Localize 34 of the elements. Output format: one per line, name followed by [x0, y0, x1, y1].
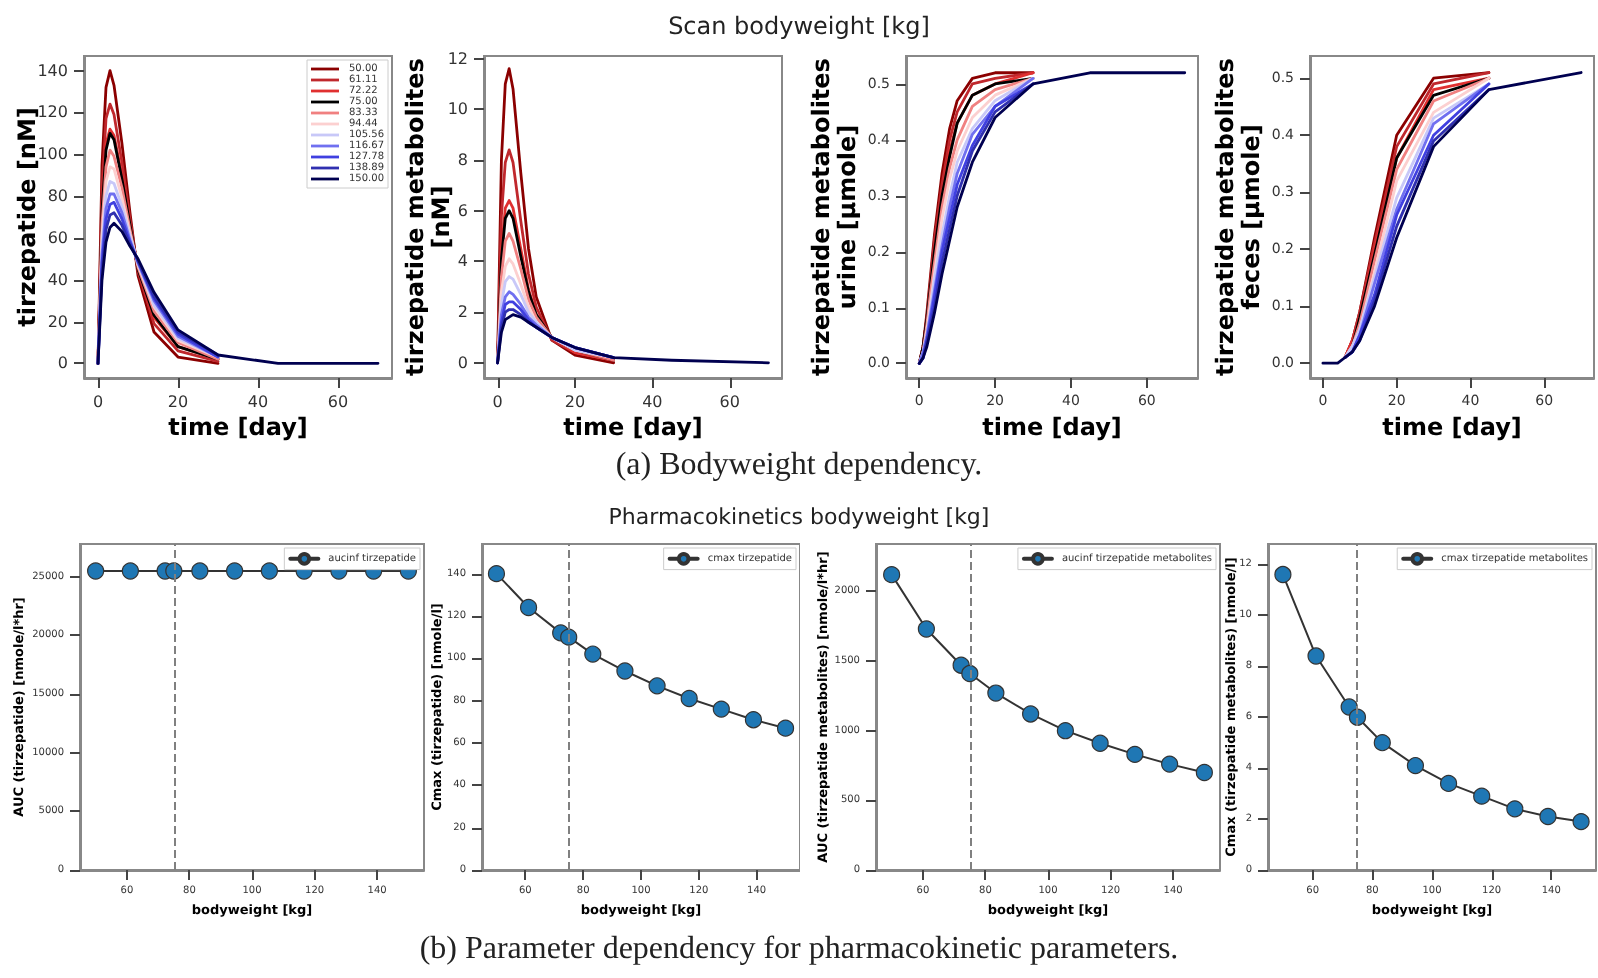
text: (b) Parameter dependency for pharmacokinetic parameters. [417, 932, 1181, 968]
y-tick-label: 8 [457, 150, 468, 169]
y-tick-label: 6 [457, 201, 468, 220]
y-tick-label: 20 [47, 312, 68, 331]
y-tick-label: 2 [457, 303, 468, 322]
y-tick-label: 10 [447, 100, 468, 119]
x-tick-label: 60 [327, 393, 349, 411]
y-tick-label: 0 [57, 354, 68, 373]
x-tick-label: 0 [92, 393, 104, 411]
text: Pharmacokinetics bodyweight [kg] [606, 504, 992, 530]
x-tick-label: 20 [564, 393, 586, 411]
x-tick-label: 0 [492, 393, 503, 411]
y-tick-label: 80 [47, 187, 68, 206]
y-axis-title: tirzepatide metabolites feces [µmole] [1211, 58, 1265, 376]
text: Scan bodyweight [kg] [666, 12, 932, 40]
x-axis-title: time [day] [982, 413, 1122, 441]
x-axis-title: time [day] [168, 413, 308, 441]
x-tick-label: 40 [247, 393, 269, 411]
x-tick-label: 60 [719, 393, 740, 411]
y-tick-label: 0 [457, 353, 468, 372]
x-axis-title: time [day] [1382, 413, 1522, 441]
text: (a) Bodyweight dependency. [613, 448, 985, 484]
y-axis-title: tirzepatide metabolites urine [µmole] [807, 58, 861, 376]
y-axis-title: tirzepatide [nM] [13, 107, 41, 327]
y-tick-label: 140 [37, 61, 68, 80]
y-tick-label: 40 [47, 270, 68, 289]
y-tick-label: 120 [37, 103, 68, 122]
y-tick-label: 100 [37, 145, 68, 164]
x-tick-label: 20 [167, 393, 189, 411]
y-tick-label: 12 [447, 49, 468, 68]
y-tick-label: 60 [47, 228, 68, 247]
x-tick-label: 40 [642, 393, 663, 411]
y-tick-label: 4 [457, 252, 468, 271]
x-axis-title: time [day] [563, 413, 703, 441]
